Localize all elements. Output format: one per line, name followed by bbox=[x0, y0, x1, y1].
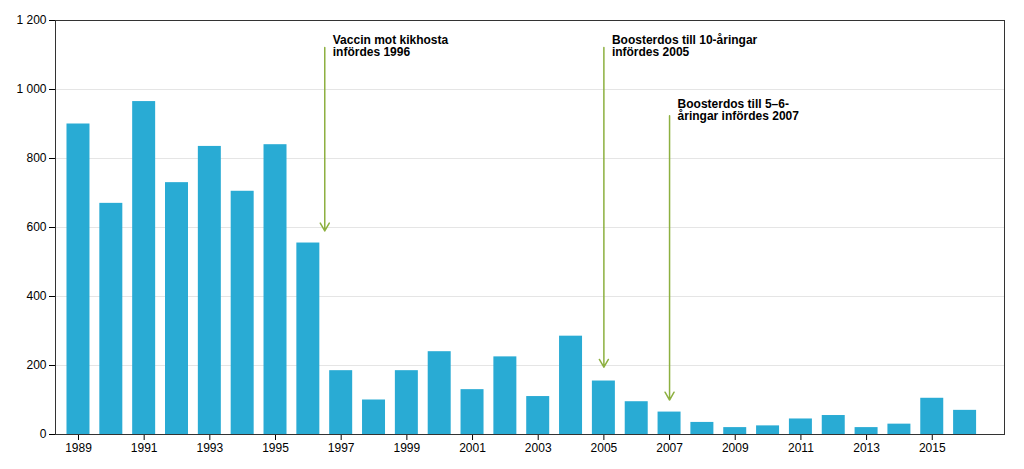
svg-text:Boosterdos till 5–6-åringar in: Boosterdos till 5–6-åringar infördes 200… bbox=[678, 97, 800, 123]
svg-text:2009: 2009 bbox=[722, 441, 749, 455]
svg-text:800: 800 bbox=[26, 151, 46, 165]
svg-text:1999: 1999 bbox=[394, 441, 421, 455]
svg-text:600: 600 bbox=[26, 220, 46, 234]
svg-text:Boosterdos till 10-åringarinfö: Boosterdos till 10-åringarinfördes 2005 bbox=[612, 33, 758, 59]
svg-text:2015: 2015 bbox=[919, 441, 946, 455]
svg-text:1991: 1991 bbox=[131, 441, 158, 455]
svg-text:2007: 2007 bbox=[656, 441, 683, 455]
svg-text:2001: 2001 bbox=[459, 441, 486, 455]
svg-text:0: 0 bbox=[40, 427, 47, 441]
svg-text:1995: 1995 bbox=[262, 441, 289, 455]
svg-text:1 200: 1 200 bbox=[16, 13, 46, 27]
svg-text:200: 200 bbox=[26, 358, 46, 372]
svg-text:2003: 2003 bbox=[525, 441, 552, 455]
svg-text:1997: 1997 bbox=[328, 441, 355, 455]
svg-text:2013: 2013 bbox=[853, 441, 880, 455]
svg-text:1 000: 1 000 bbox=[16, 82, 46, 96]
svg-text:1989: 1989 bbox=[65, 441, 92, 455]
svg-text:2005: 2005 bbox=[591, 441, 618, 455]
svg-text:1993: 1993 bbox=[196, 441, 223, 455]
svg-text:400: 400 bbox=[26, 289, 46, 303]
svg-text:2011: 2011 bbox=[788, 441, 814, 455]
svg-text:Vaccin mot kikhostainfördes 19: Vaccin mot kikhostainfördes 1996 bbox=[333, 33, 449, 59]
